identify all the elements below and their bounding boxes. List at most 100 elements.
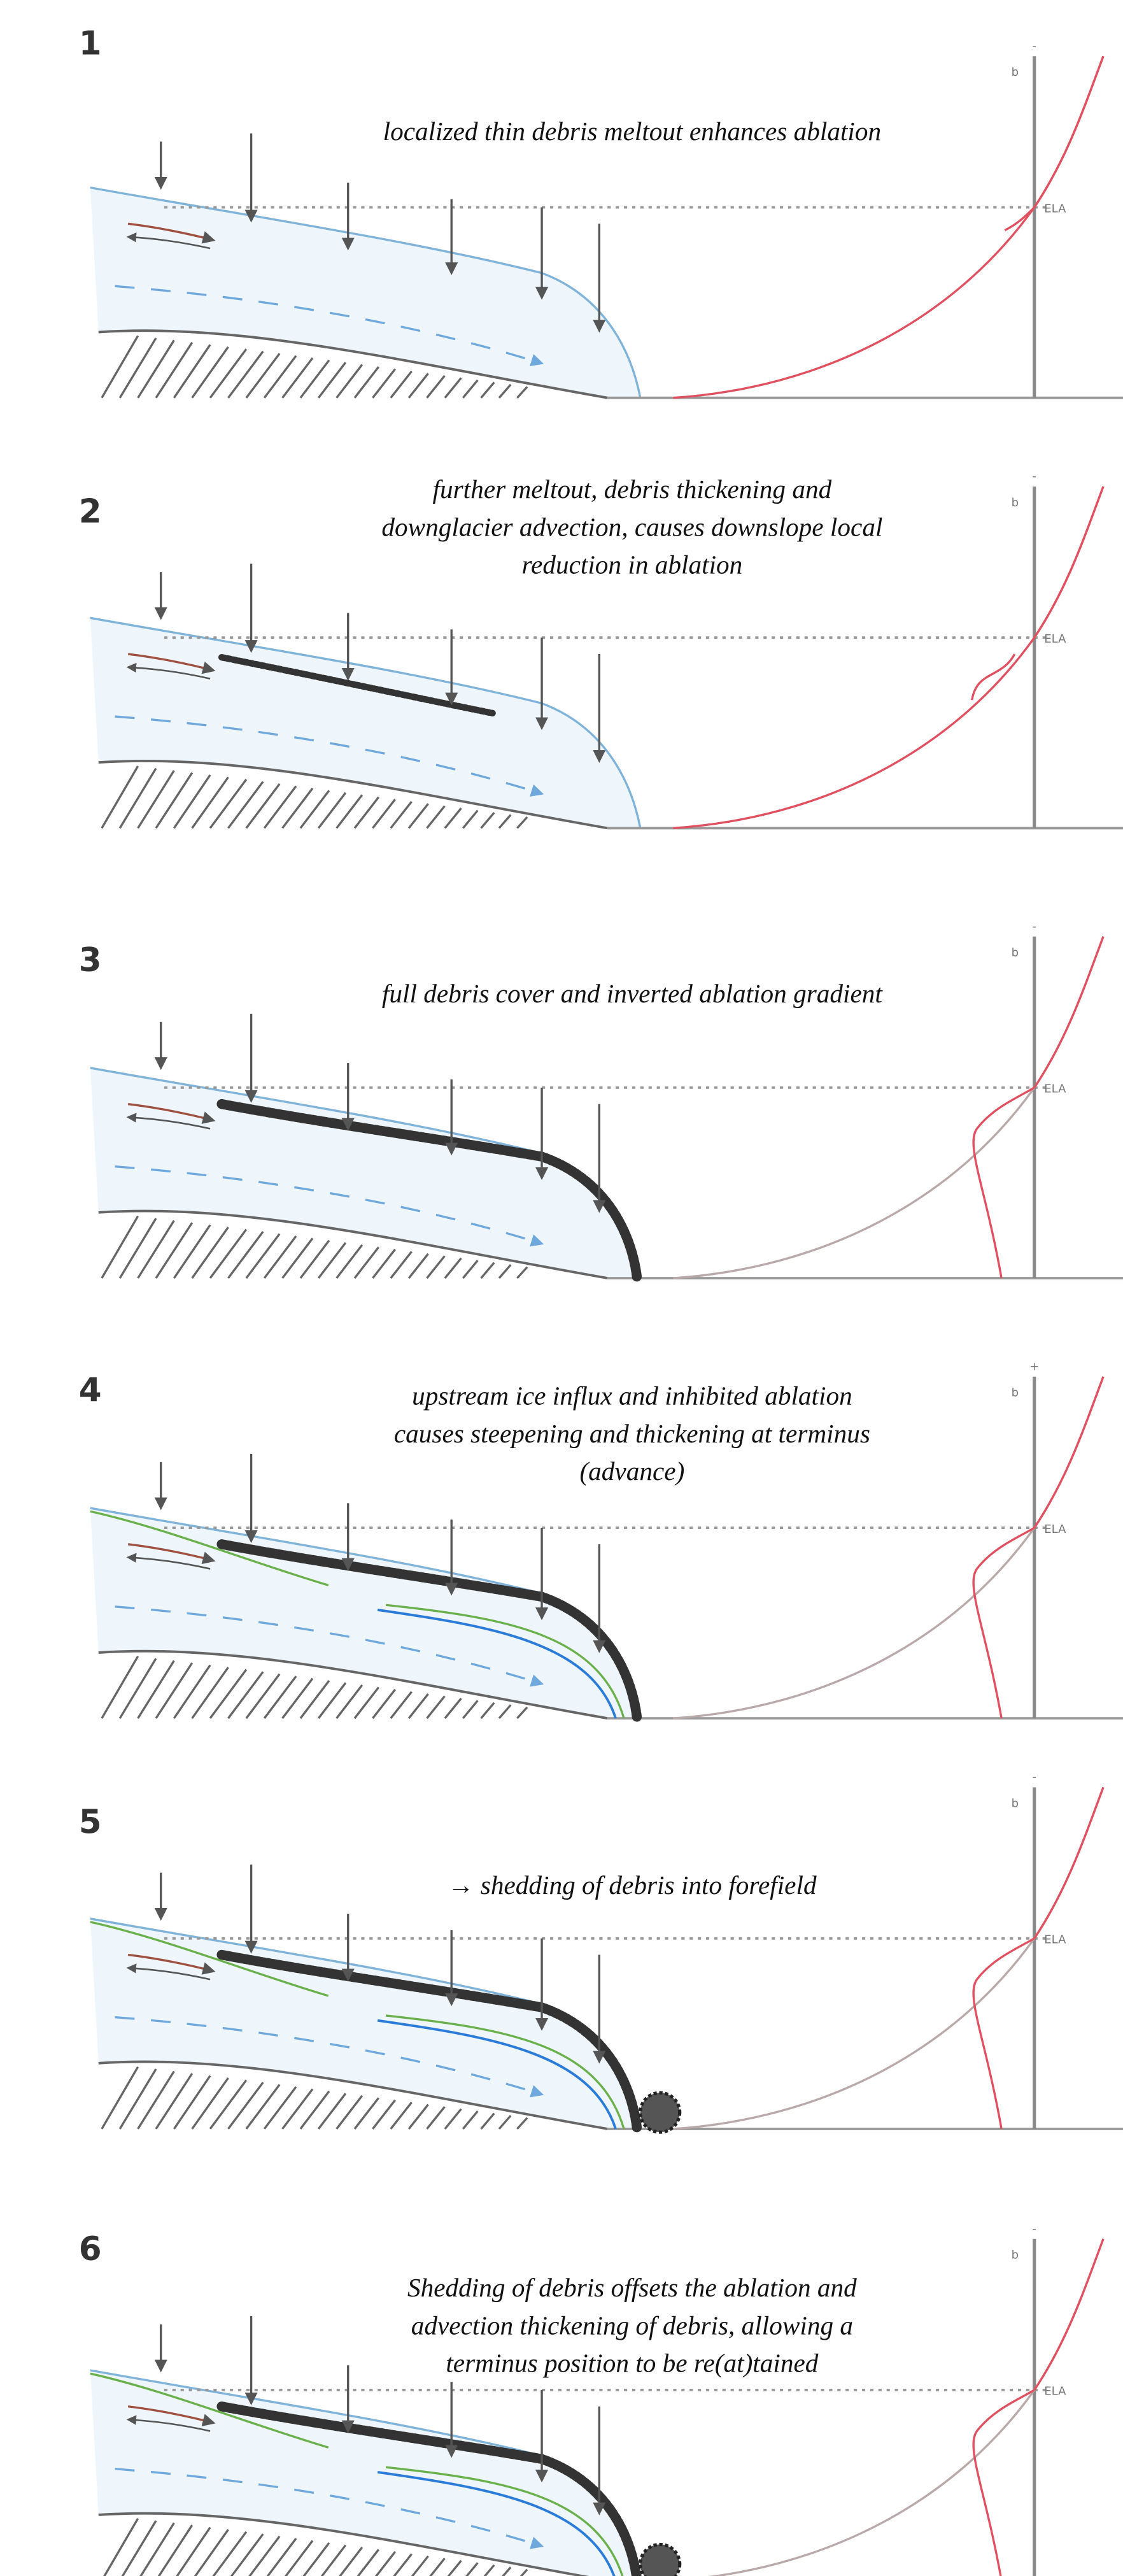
bed-hatch (317, 1682, 347, 1719)
bed-hatch (480, 2112, 495, 2130)
bed-line (98, 2060, 608, 2130)
axis-label: b (1012, 1797, 1019, 1810)
bed-hatch (353, 1686, 380, 1719)
caption-line: (advance) (579, 1456, 684, 1486)
bed-hatch (118, 767, 157, 829)
bed-hatch (372, 799, 396, 829)
ice-flow (115, 285, 544, 367)
caption-line: → shedding of debris into forefield (448, 1870, 817, 1900)
bed-hatch (137, 339, 175, 399)
bed-hatch (263, 2086, 297, 2130)
glacier-ice (90, 1067, 640, 1279)
bed-hatch (390, 1251, 413, 1279)
axis-label: b (1012, 2249, 1019, 2262)
shed-debris (639, 2542, 682, 2576)
shear-arrow (127, 1543, 216, 1565)
debris-cover (216, 1539, 642, 1723)
bed-hatch (139, 2522, 175, 2576)
former-terminus (377, 1609, 617, 1719)
bed-hatch (320, 2544, 347, 2576)
former-terminus-green (385, 2014, 625, 2130)
bed-hatch (118, 337, 157, 399)
bed-hatch (426, 2106, 446, 2130)
bed-hatch (335, 794, 364, 829)
bed-hatch (444, 808, 462, 829)
caption-line: causes steepening and thickening at term… (394, 1419, 870, 1448)
bed-hatch (263, 785, 297, 829)
shear-arrow-2 (126, 662, 211, 680)
bed-hatch (480, 381, 495, 399)
bed-hatch (299, 1680, 330, 1719)
axis-sign: - (1032, 39, 1036, 53)
bed-hatch (353, 1246, 380, 1279)
bed-hatch (230, 2533, 264, 2576)
bed-hatch (390, 370, 413, 399)
axis-sign: - (1032, 920, 1036, 933)
balance-upper (1033, 486, 1105, 639)
bed-hatch (245, 2084, 281, 2130)
bed-hatch (173, 344, 211, 399)
bed-hatch (390, 2102, 413, 2130)
bed-hatch (390, 801, 413, 829)
bed-hatch (157, 2524, 194, 2576)
bed-hatch (227, 1230, 264, 1279)
bed-hatch (372, 1248, 396, 1279)
glacier-surface (90, 186, 642, 399)
former-surface (90, 1510, 329, 1586)
bed-hatch (281, 357, 314, 399)
bed-hatch (516, 816, 528, 829)
shear-arrow-2 (126, 2415, 211, 2432)
bed-hatch (480, 1262, 495, 1279)
bed-hatch (444, 2108, 462, 2130)
debris-cover (218, 654, 496, 717)
bed-hatch (209, 778, 248, 829)
shear-arrow-2 (126, 232, 211, 250)
glacier-ice (90, 1508, 640, 1719)
bed-hatch (101, 2066, 139, 2130)
ela-label: ELA (1044, 1523, 1066, 1536)
caption-line: further meltout, debris thickening and (433, 474, 832, 504)
bed-hatch (245, 353, 281, 399)
balance-upper (1033, 936, 1105, 1088)
bed-hatch (462, 379, 479, 399)
bed-hatch (407, 1693, 429, 1719)
bed-hatch (302, 2542, 330, 2576)
bed-hatch (191, 2077, 229, 2130)
caption-line: terminus position to be re(at)tained (446, 2349, 818, 2379)
bed-hatch (299, 359, 330, 399)
bed-hatch (480, 811, 495, 829)
bed-hatch (426, 805, 446, 829)
bed-hatch (462, 1260, 479, 1279)
bed-hatch (498, 1704, 512, 1719)
bed-line (98, 1209, 608, 1279)
bed-hatch (173, 774, 211, 829)
glacier-ice (90, 2370, 640, 2576)
ice-flow (115, 1605, 544, 1687)
bed-hatch (372, 2099, 396, 2130)
bed-hatch (281, 1677, 314, 1719)
balance-inverted (972, 1086, 1035, 1279)
bed-hatch (444, 377, 462, 399)
bed-hatch (191, 1227, 229, 1279)
ela-label: ELA (1044, 632, 1066, 646)
bed-hatch (339, 2546, 364, 2576)
glacier-surface (90, 616, 642, 829)
balance-bump (971, 653, 1016, 701)
ice-flow (115, 2468, 544, 2549)
balance-upper (1033, 2238, 1105, 2391)
bed-hatch (299, 2090, 330, 2130)
bed-hatch (212, 2531, 248, 2576)
bed-hatch (357, 2549, 380, 2576)
axis-sign: - (1032, 470, 1036, 483)
bed-hatch (411, 2555, 429, 2576)
bed-hatch (209, 348, 248, 399)
bed-hatch (281, 1237, 314, 1279)
axis-sign: - (1032, 1770, 1036, 1784)
bed-line (98, 759, 608, 830)
shear-arrow-2 (126, 1553, 211, 1570)
bed-hatch (407, 2103, 429, 2130)
bed-hatch (519, 2568, 528, 2576)
bed-hatch (118, 2068, 157, 2130)
panel: 6 Shedding of debris offsets the ablation… (79, 2222, 1105, 2576)
